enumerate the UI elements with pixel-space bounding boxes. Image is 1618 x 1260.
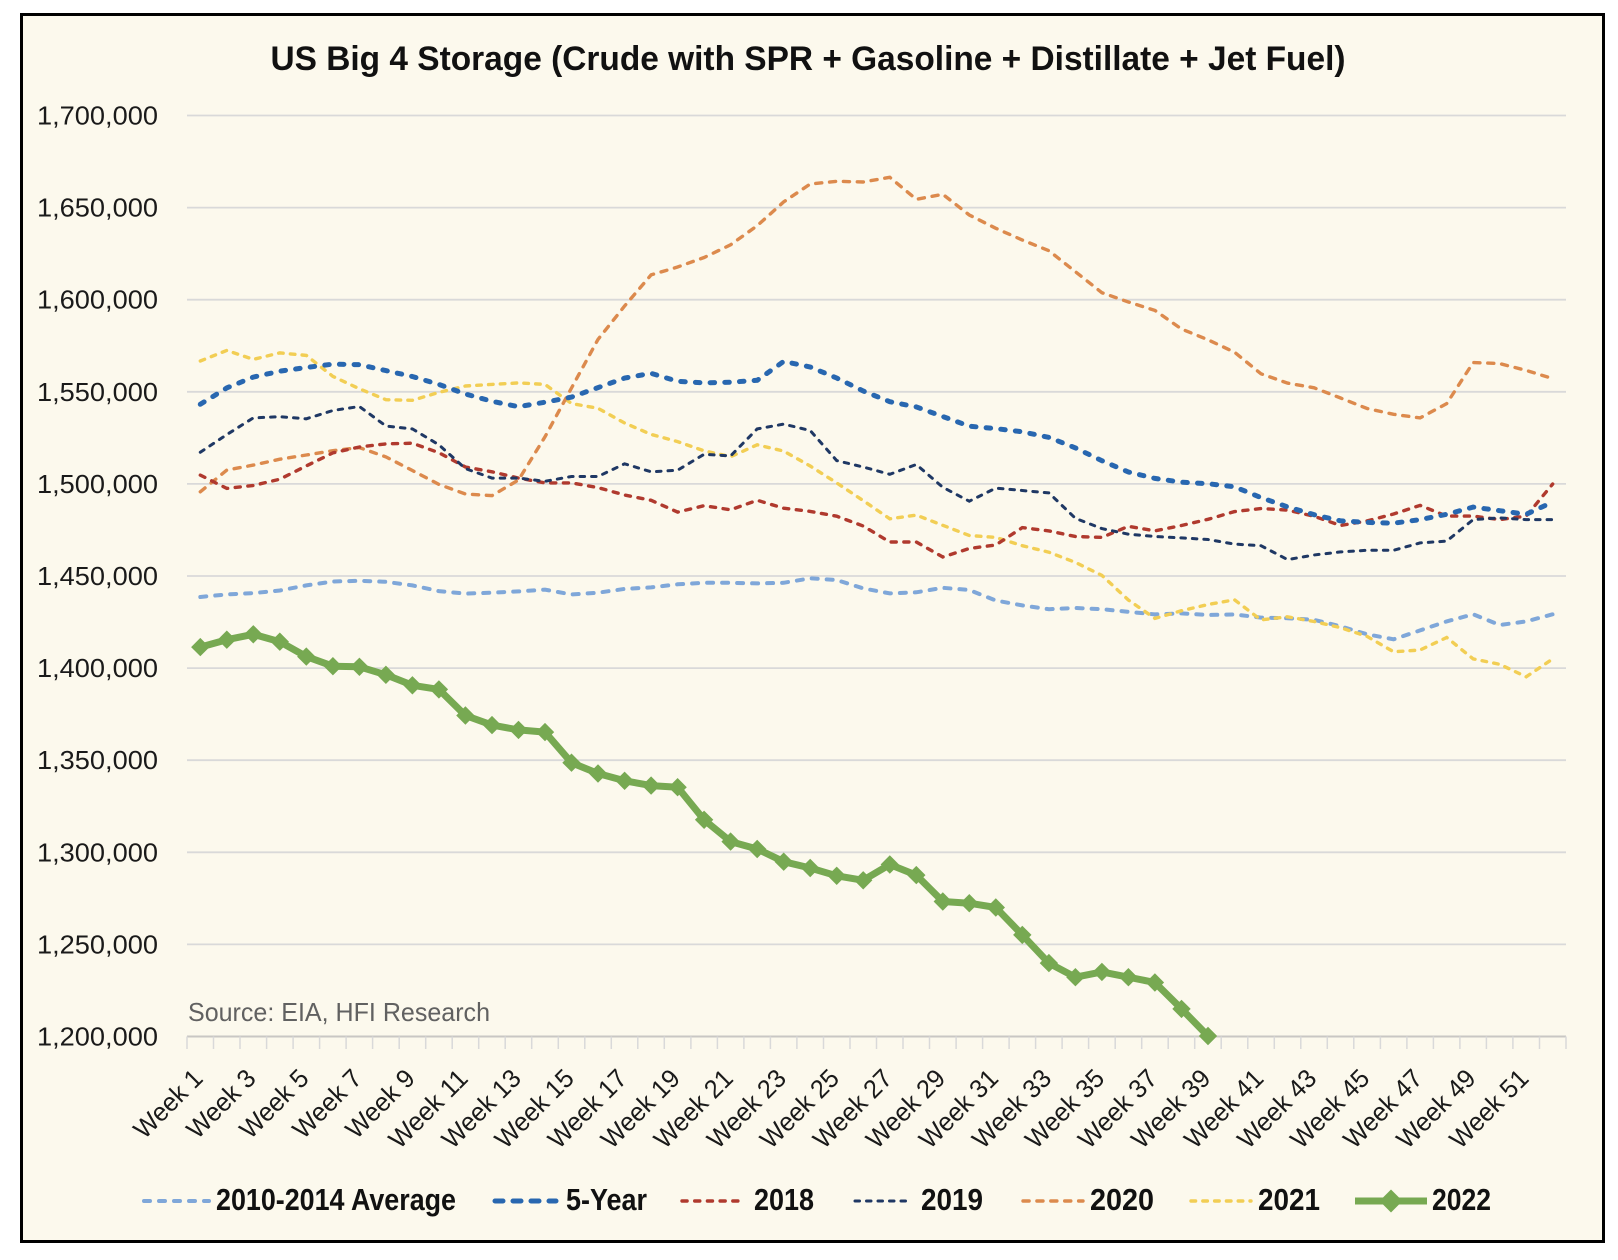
svg-text:1,500,000: 1,500,000 — [37, 469, 158, 499]
svg-text:5-Year: 5-Year — [566, 1182, 647, 1217]
svg-text:1,700,000: 1,700,000 — [37, 101, 158, 131]
svg-text:1,550,000: 1,550,000 — [37, 377, 158, 407]
svg-text:1,300,000: 1,300,000 — [37, 837, 158, 867]
svg-text:2019: 2019 — [921, 1182, 983, 1217]
svg-text:Source: EIA, HFI Research: Source: EIA, HFI Research — [188, 997, 490, 1027]
svg-text:2022: 2022 — [1432, 1182, 1491, 1217]
svg-text:1,250,000: 1,250,000 — [37, 929, 158, 959]
svg-text:1,350,000: 1,350,000 — [37, 745, 158, 775]
svg-text:1,450,000: 1,450,000 — [37, 561, 158, 591]
svg-text:2018: 2018 — [754, 1182, 814, 1217]
svg-text:2021: 2021 — [1258, 1182, 1320, 1217]
svg-text:1,200,000: 1,200,000 — [37, 1022, 158, 1052]
svg-text:US Big 4 Storage (Crude with S: US Big 4 Storage (Crude with SPR + Gasol… — [271, 40, 1346, 78]
svg-text:2020: 2020 — [1090, 1182, 1154, 1217]
svg-text:2010-2014 Average: 2010-2014 Average — [216, 1182, 456, 1217]
svg-text:1,600,000: 1,600,000 — [37, 285, 158, 315]
svg-text:1,650,000: 1,650,000 — [37, 193, 158, 223]
svg-text:1,400,000: 1,400,000 — [37, 653, 158, 683]
